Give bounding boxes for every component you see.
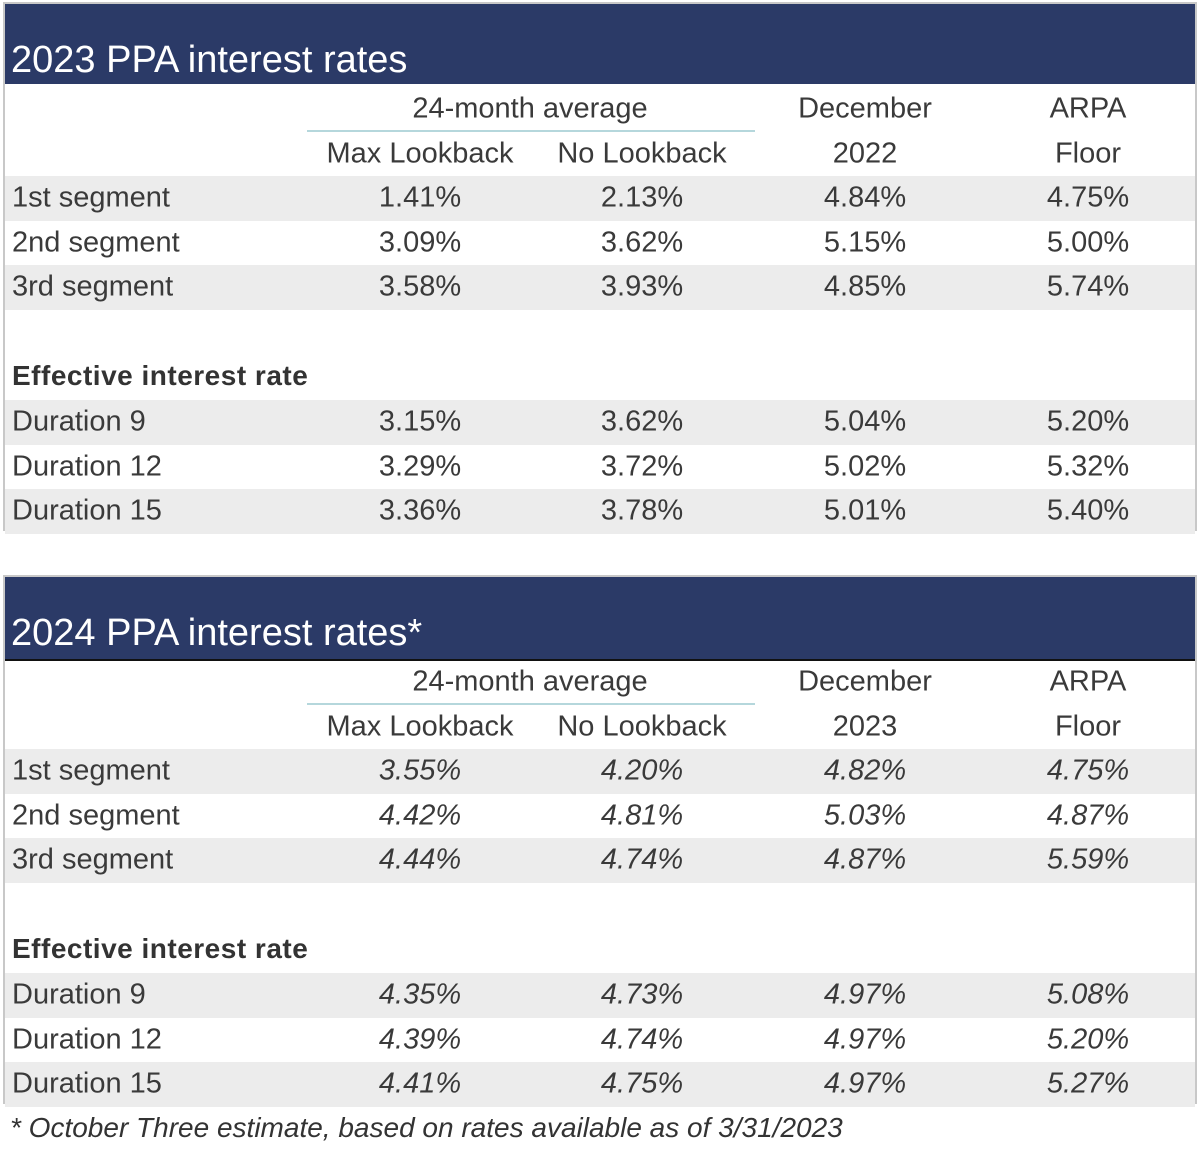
row-shade [5, 749, 1195, 794]
cell-value: 5.27% [1046, 1067, 1130, 1100]
row-label: Duration 12 [12, 1023, 162, 1056]
column-header: ARPA [1049, 665, 1127, 698]
row-label: 3rd segment [12, 843, 174, 876]
cell-value: 5.40% [1046, 494, 1130, 527]
row-label: 1st segment [12, 181, 170, 214]
cell-value: 5.20% [1046, 1023, 1130, 1056]
cell-value: 4.74% [600, 1023, 684, 1056]
cell-value: 4.87% [823, 843, 907, 876]
row-label: 1st segment [12, 754, 170, 787]
row-label: Duration 9 [12, 405, 146, 438]
column-header: 2022 [832, 137, 898, 170]
column-header: Max Lookback [326, 710, 514, 743]
cell-value: 5.03% [823, 799, 907, 832]
cell-value: 3.55% [378, 754, 462, 787]
cell-value: 4.35% [378, 978, 462, 1011]
cell-value: 3.29% [378, 450, 462, 483]
row-label: 3rd segment [12, 270, 174, 303]
cell-value: 4.39% [378, 1023, 462, 1056]
row-label: 2nd segment [12, 799, 180, 832]
cell-value: 3.62% [600, 226, 684, 259]
title-bar: 2024 PPA interest rates* [5, 577, 1195, 661]
row-label: 2nd segment [12, 226, 180, 259]
cell-value: 4.87% [1046, 799, 1130, 832]
cell-value: 5.15% [823, 226, 907, 259]
cell-value: 3.78% [600, 494, 684, 527]
cell-value: 3.15% [378, 405, 462, 438]
group-underline [307, 703, 755, 705]
column-header: December [798, 92, 932, 125]
column-header: No Lookback [557, 710, 727, 743]
table-title: 2023 PPA interest rates [11, 39, 408, 81]
cell-value: 1.41% [378, 181, 462, 214]
column-header: No Lookback [557, 137, 727, 170]
column-header: Max Lookback [326, 137, 514, 170]
cell-value: 5.20% [1046, 405, 1130, 438]
cell-value: 5.04% [823, 405, 907, 438]
group-underline [307, 130, 755, 132]
cell-value: 3.62% [600, 405, 684, 438]
section-label: Effective interest rate [12, 360, 309, 391]
column-header: Floor [1054, 710, 1122, 743]
cell-value: 5.01% [823, 494, 907, 527]
row-shade [5, 838, 1195, 884]
column-header: ARPA [1049, 92, 1127, 125]
cell-value: 5.02% [823, 450, 907, 483]
footnote: * October Three estimate, based on rates… [10, 1112, 843, 1143]
cell-value: 5.00% [1046, 226, 1130, 259]
section-label: Effective interest rate [12, 933, 309, 964]
cell-value: 2.13% [600, 181, 684, 214]
cell-value: 4.44% [378, 843, 462, 876]
cell-value: 4.81% [600, 799, 684, 832]
row-shade [5, 1062, 1195, 1108]
cell-value: 4.75% [600, 1067, 684, 1100]
row-label: Duration 12 [12, 450, 162, 483]
table: 2023 PPA interest rates 24-month average D… [3, 2, 1197, 535]
cell-value: 3.93% [600, 270, 684, 303]
cell-value: 4.42% [378, 799, 462, 832]
table-title: 2024 PPA interest rates* [11, 612, 423, 654]
cell-value: 4.84% [823, 181, 907, 214]
cell-value: 4.74% [600, 843, 684, 876]
title-bar: 2023 PPA interest rates [5, 4, 1195, 84]
cell-value: 4.73% [600, 978, 684, 1011]
row-label: Duration 9 [12, 978, 146, 1011]
cell-value: 5.59% [1046, 843, 1130, 876]
cell-value: 4.97% [823, 978, 907, 1011]
row-shade [5, 265, 1195, 311]
column-header: 2023 [832, 710, 898, 743]
group-header: 24-month average [412, 665, 648, 698]
column-header: Floor [1054, 137, 1122, 170]
cell-value: 4.41% [378, 1067, 462, 1100]
cell-value: 3.72% [600, 450, 684, 483]
cell-value: 4.75% [1046, 754, 1130, 787]
row-label: Duration 15 [12, 494, 162, 527]
row-label: Duration 15 [12, 1067, 162, 1100]
cell-value: 3.36% [378, 494, 462, 527]
cell-value: 4.20% [600, 754, 684, 787]
cell-value: 5.74% [1046, 270, 1130, 303]
cell-value: 4.75% [1046, 181, 1130, 214]
cell-value: 3.58% [378, 270, 462, 303]
cell-value: 4.97% [823, 1067, 907, 1100]
cell-value: 4.97% [823, 1023, 907, 1056]
row-shade [5, 176, 1195, 221]
cell-value: 5.32% [1046, 450, 1130, 483]
cell-value: 5.08% [1046, 978, 1130, 1011]
table: 2024 PPA interest rates* 24-month average… [3, 575, 1197, 1108]
cell-value: 4.85% [823, 270, 907, 303]
row-shade [5, 400, 1195, 445]
column-header: December [798, 665, 932, 698]
cell-value: 4.82% [823, 754, 907, 787]
group-header: 24-month average [412, 92, 648, 125]
row-shade [5, 973, 1195, 1018]
row-shade [5, 489, 1195, 535]
cell-value: 3.09% [378, 226, 462, 259]
